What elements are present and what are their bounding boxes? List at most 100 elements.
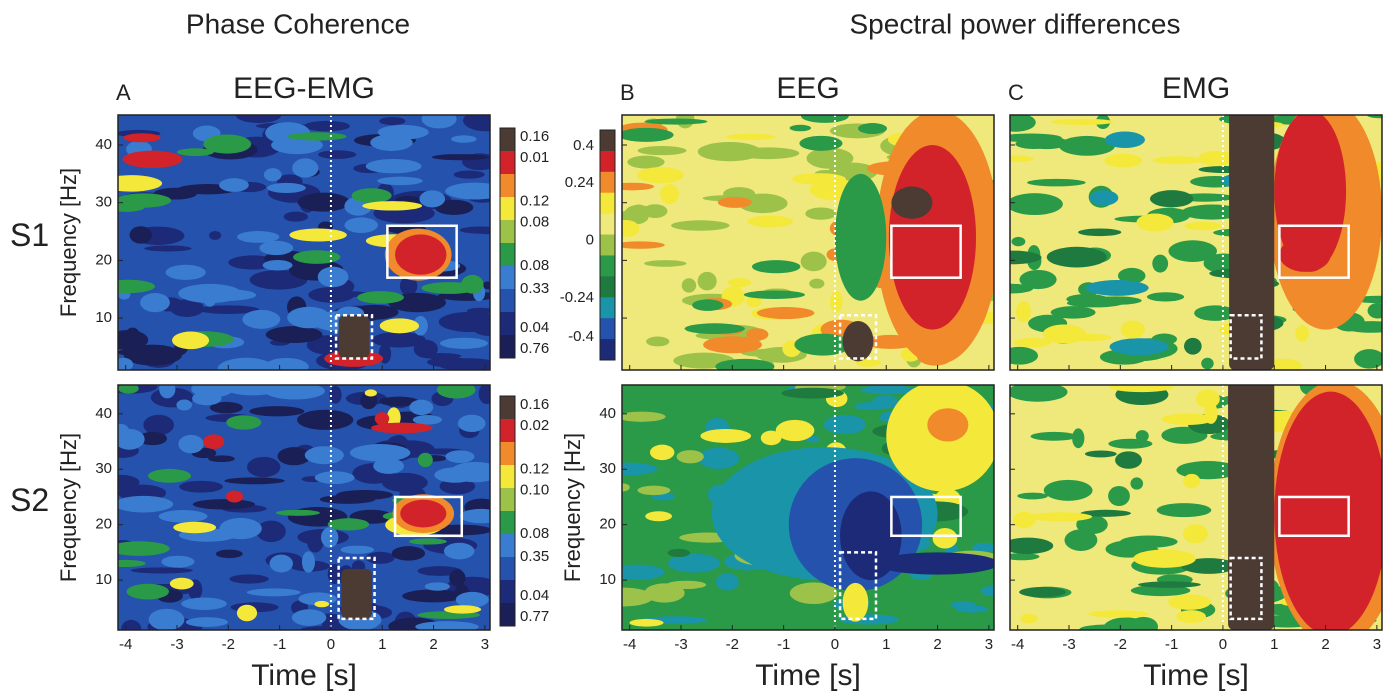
contour-patch: [445, 450, 475, 463]
colorbar-label: 0.33: [520, 280, 549, 297]
contour-patch: [697, 142, 762, 162]
contour-patch: [681, 278, 697, 293]
contour-patch: [715, 358, 775, 370]
y-tick-label: 10: [95, 309, 112, 326]
contour-patch: [225, 385, 279, 396]
contour-patch: [267, 182, 306, 193]
contour-patch: [138, 431, 167, 446]
contour-patch: [1156, 503, 1212, 518]
contour-patch: [644, 260, 687, 267]
contour-patch: [801, 115, 849, 123]
window-box: [1278, 495, 1350, 538]
colorbar-label: 0.4: [573, 137, 594, 154]
contour-patch: [419, 190, 446, 208]
colorbar-label: 0.12: [520, 461, 549, 478]
contour-patch: [1010, 193, 1063, 216]
contour-patch: [349, 444, 411, 462]
contour-patch: [1295, 325, 1309, 342]
plot-frame: [1009, 384, 1383, 631]
contour-patch: [126, 583, 170, 600]
colorbar-frame: [599, 129, 616, 361]
section-title: Phase Coherence: [186, 8, 410, 39]
contour-patch: [855, 358, 882, 367]
contour-patch: [192, 499, 256, 510]
colorbar-band: [500, 289, 515, 313]
contour-patch: [1149, 190, 1194, 208]
contour-patch: [622, 127, 674, 142]
x-tick-label: 1: [378, 636, 386, 653]
contour-patch: [891, 186, 933, 219]
contour-patch: [357, 291, 405, 304]
contour-patch: [373, 458, 405, 474]
contour-patch: [806, 147, 854, 169]
contour-patch: [703, 336, 762, 354]
contour-patch: [420, 353, 462, 360]
contour-patch: [118, 193, 172, 208]
contour-patch: [262, 260, 293, 271]
contour-patch: [172, 331, 210, 350]
contour-patch: [457, 414, 486, 433]
contour-patch: [123, 133, 161, 143]
contour-patch: [631, 204, 646, 216]
contour-patch: [203, 134, 252, 154]
colorbar-label: 0.02: [520, 417, 549, 434]
contour-patch: [289, 228, 347, 242]
y-tick-label: 30: [599, 460, 616, 477]
contour-patch: [158, 510, 208, 523]
contour-patch: [365, 551, 395, 564]
contour-patch: [264, 385, 325, 400]
contour-patch: [371, 422, 433, 434]
contour-patch: [292, 158, 319, 178]
y-axis-label: Frequency [Hz]: [56, 168, 81, 317]
contour-patch: [842, 582, 869, 622]
contour-patch: [377, 176, 423, 186]
contour-patch: [165, 264, 206, 280]
contour-patch: [209, 401, 243, 414]
contour-patch: [1027, 178, 1086, 187]
colorbar-band: [600, 171, 615, 194]
contour-patch: [381, 472, 428, 493]
colorbar-band: [600, 150, 615, 173]
contour-patch: [636, 167, 684, 184]
contour-patch: [644, 118, 708, 125]
contour-patch: [1146, 292, 1185, 302]
y-axis-label: Frequency [Hz]: [560, 433, 585, 582]
contour-patch: [1084, 450, 1117, 458]
colorbar-band: [500, 534, 515, 558]
colorbar-label: 0.24: [565, 174, 594, 191]
contour-patch: [247, 456, 281, 478]
contour-patch: [291, 609, 327, 626]
x-tick-label: -4: [1011, 636, 1024, 653]
contour-patch: [1010, 250, 1042, 265]
x-axis-label: Time [s]: [1143, 659, 1249, 692]
contour-patch: [980, 585, 994, 597]
contour-patch: [461, 274, 484, 294]
contour-patch: [717, 196, 752, 208]
contour-patch: [1019, 269, 1057, 290]
contour-patch: [217, 357, 275, 370]
contour-patch: [161, 555, 195, 568]
contour-patch: [1117, 267, 1146, 284]
contour-patch: [235, 115, 282, 123]
colorbar-label: 0.08: [520, 525, 549, 542]
contour-patch: [459, 508, 490, 524]
plot-frame: [621, 384, 995, 631]
contour-patch: [424, 582, 450, 591]
panel-title: EMG: [1162, 72, 1230, 105]
window-box: [838, 551, 878, 621]
contour-patch: [123, 344, 183, 366]
contour-patch: [224, 477, 285, 485]
contour-patch: [1043, 479, 1093, 501]
contour-patch: [629, 618, 664, 627]
contour-patch: [1195, 389, 1220, 409]
contour-patch: [809, 278, 825, 289]
contour-patch: [1135, 430, 1149, 442]
panel-title: EEG-EMG: [233, 72, 375, 105]
x-tick-label: 3: [985, 636, 993, 653]
colorbar-label: 0.77: [520, 608, 549, 625]
colorbar-band: [500, 557, 515, 581]
contour-patch: [622, 411, 666, 422]
contour-patch: [1228, 385, 1275, 630]
contour-patch: [1088, 610, 1150, 618]
contour-patch: [1103, 617, 1149, 630]
